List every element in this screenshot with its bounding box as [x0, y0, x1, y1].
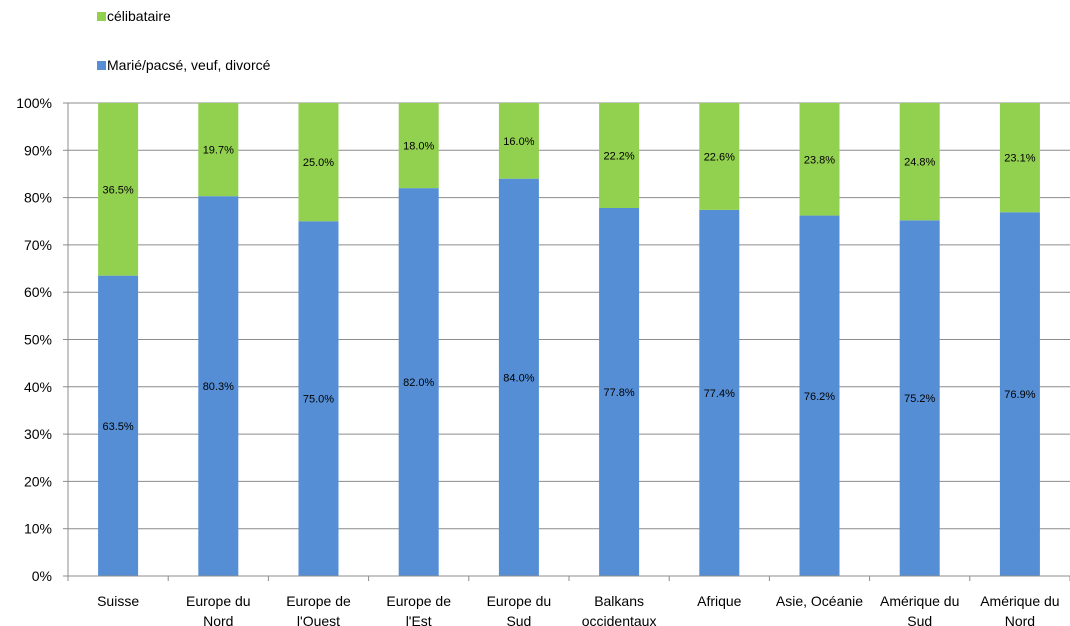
- x-category-label: l'Est: [406, 613, 432, 626]
- bar-segment-marie: [298, 221, 339, 576]
- data-label: 36.5%: [102, 184, 133, 196]
- bar-segment-celibataire: [498, 103, 539, 179]
- y-tick-label: 90%: [24, 142, 52, 158]
- legend-swatch: [97, 61, 106, 70]
- bar-segment-celibataire: [799, 103, 840, 216]
- x-category-label: Asie, Océanie: [776, 593, 863, 609]
- x-category-label: Nord: [1005, 613, 1035, 626]
- bar-segment-celibataire: [398, 103, 439, 189]
- bar-segment-celibataire: [999, 103, 1040, 213]
- data-label: 80.3%: [203, 381, 234, 393]
- data-label: 63.5%: [102, 421, 133, 433]
- x-category-label: Europe de: [286, 593, 351, 609]
- data-label: 24.8%: [904, 157, 935, 169]
- data-labels: 63.5% 36.5% 80.3% 19.7% 75.0% 25.0% 82.0% 18.0%…: [102, 136, 1035, 433]
- y-axis: 0% 10% 20% 30% 40% 50% 60% 70% 80% 90% 100%: [16, 95, 69, 584]
- bar-segment-celibataire: [298, 103, 339, 222]
- data-label: 16.0%: [503, 136, 534, 148]
- y-tick-label: 50%: [24, 332, 52, 348]
- bar-segment-celibataire: [899, 103, 940, 221]
- x-category-label: Europe du: [487, 593, 552, 609]
- data-label: 75.0%: [303, 394, 334, 406]
- data-label: 23.8%: [804, 154, 835, 166]
- legend-label: Marié/pacsé, veuf, divorcé: [107, 57, 271, 73]
- bar-segment-marie: [799, 215, 840, 576]
- y-tick-label: 40%: [24, 379, 52, 395]
- data-label: 76.2%: [804, 391, 835, 403]
- data-label: 22.6%: [704, 151, 735, 163]
- x-axis: Suisse Europe du Nord Europe de l'Ouest Europ…: [67, 575, 1070, 626]
- bar-segment-celibataire: [198, 103, 239, 197]
- bar-segment-marie: [498, 178, 539, 576]
- x-category-label: Afrique: [697, 593, 742, 609]
- bar-segment-marie: [999, 212, 1040, 576]
- y-tick-label: 20%: [24, 473, 52, 489]
- y-tick-label: 70%: [24, 237, 52, 253]
- bar-segment-marie: [599, 208, 640, 577]
- data-label: 84.0%: [503, 372, 534, 384]
- x-category-label: Europe du: [186, 593, 251, 609]
- y-tick-label: 60%: [24, 284, 52, 300]
- x-category-label: Balkans: [594, 593, 644, 609]
- legend-swatch: [97, 12, 106, 21]
- bar-segment-celibataire: [599, 103, 640, 209]
- bar-segment-celibataire: [98, 103, 139, 276]
- x-category-label: l'Ouest: [297, 613, 340, 626]
- x-category-label: Amérique du: [880, 593, 959, 609]
- bar-segment-marie: [98, 275, 139, 576]
- y-tick-label: 30%: [24, 426, 52, 442]
- bar-segment-celibataire: [699, 103, 740, 210]
- bar-segment-marie: [899, 220, 940, 576]
- bars: [98, 103, 1040, 577]
- bar-segment-marie: [398, 188, 439, 576]
- bar-segment-marie: [198, 196, 239, 576]
- data-label: 19.7%: [203, 145, 234, 157]
- y-tick-label: 80%: [24, 190, 52, 206]
- y-tick-label: 100%: [16, 95, 52, 111]
- data-label: 25.0%: [303, 157, 334, 169]
- y-tick-label: 10%: [24, 521, 52, 537]
- data-label: 77.8%: [603, 387, 634, 399]
- data-label: 22.2%: [603, 151, 634, 163]
- bar-segment-marie: [699, 209, 740, 576]
- x-category-label: Sud: [907, 613, 932, 626]
- y-tick-label: 0%: [32, 568, 52, 584]
- x-category-label: occidentaux: [582, 613, 657, 626]
- data-label: 77.4%: [704, 388, 735, 400]
- legend-label: célibataire: [107, 8, 171, 24]
- x-category-label: Nord: [203, 613, 233, 626]
- data-label: 76.9%: [1004, 389, 1035, 401]
- legend: célibataire Marié/pacsé, veuf, divorcé: [97, 8, 271, 73]
- x-category-label: Amérique du: [980, 593, 1059, 609]
- data-label: 23.1%: [1004, 153, 1035, 165]
- data-label: 75.2%: [904, 393, 935, 405]
- x-category-label: Sud: [506, 613, 531, 626]
- data-label: 82.0%: [403, 377, 434, 389]
- x-category-label: Suisse: [97, 593, 139, 609]
- data-label: 18.0%: [403, 141, 434, 153]
- x-category-label: Europe de: [386, 593, 451, 609]
